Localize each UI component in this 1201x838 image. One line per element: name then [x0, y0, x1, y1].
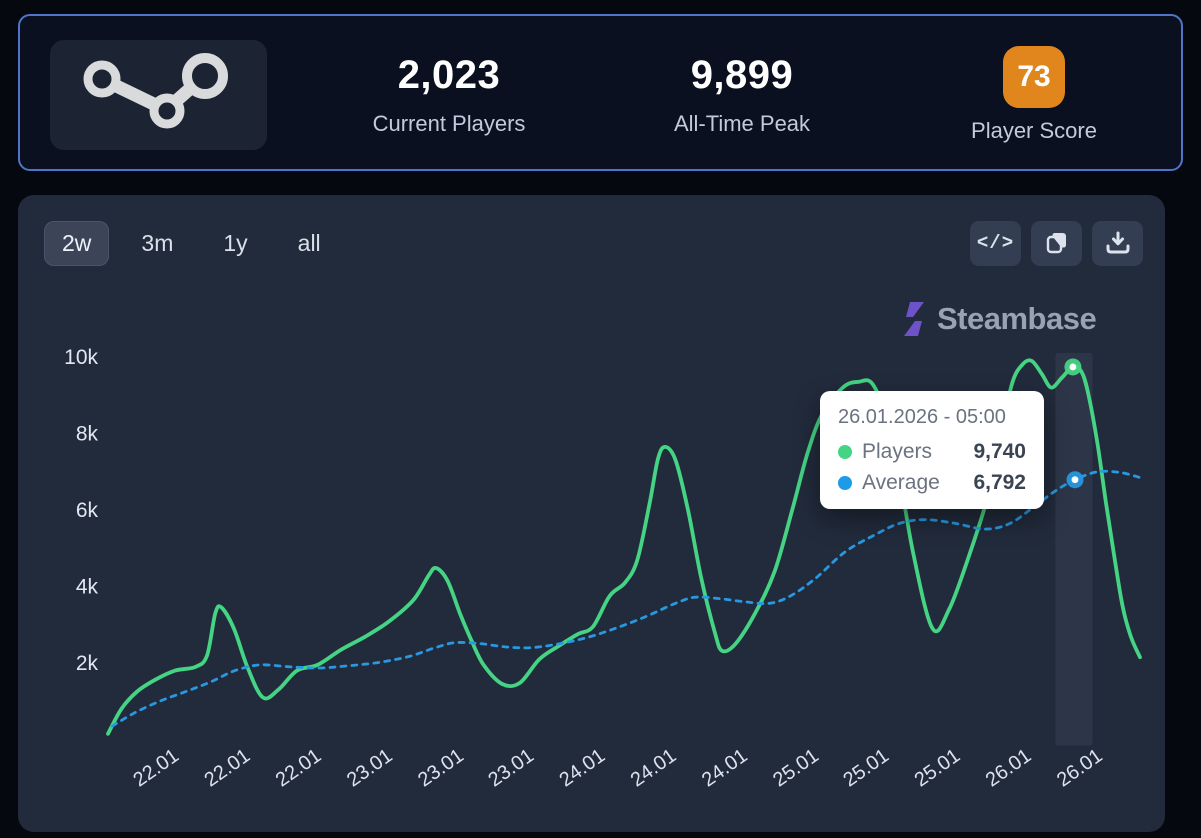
- current-players-label: Current Players: [372, 110, 526, 136]
- code-icon: </>: [976, 232, 1015, 254]
- x-axis-tick: 25.01: [911, 745, 965, 792]
- all-time-peak-label: All-Time Peak: [673, 110, 811, 136]
- range-button-3m[interactable]: 3m: [123, 221, 191, 266]
- stats-card: 2,023 Current Players 9,899 All-Time Pea…: [18, 14, 1183, 171]
- average-dot-icon: [838, 476, 852, 490]
- tooltip-average-label: Average: [862, 471, 940, 494]
- range-button-1y[interactable]: 1y: [205, 221, 265, 266]
- x-axis-tick: 23.01: [414, 745, 468, 792]
- steambase-icon: [904, 302, 924, 336]
- x-axis-tick: 26.01: [1053, 745, 1107, 792]
- y-axis-tick: 4k: [76, 576, 99, 599]
- hover-highlight-band: [1055, 353, 1093, 746]
- steambase-logo[interactable]: Steambase: [900, 301, 1097, 337]
- steam-logo-tile[interactable]: [50, 40, 267, 150]
- y-axis-tick: 2k: [76, 652, 99, 675]
- stat-current-players: 2,023 Current Players: [329, 16, 569, 173]
- download-button[interactable]: [1092, 220, 1143, 266]
- x-axis-tick: 22.01: [201, 745, 255, 792]
- time-range-selector: 2w 3m 1y all: [44, 220, 339, 266]
- tooltip-row-players: Players 9,740: [838, 440, 1026, 464]
- chart-tooltip: 26.01.2026 - 05:00 Players 9,740 Average…: [820, 391, 1044, 509]
- tooltip-players-value: 9,740: [973, 440, 1026, 463]
- tooltip-date: 26.01.2026 - 05:00: [838, 406, 1006, 428]
- stat-all-time-peak: 9,899 All-Time Peak: [622, 16, 862, 173]
- steam-icon: [83, 53, 228, 129]
- all-time-peak-value: 9,899: [690, 52, 794, 97]
- stat-player-score: 73 Player Score: [934, 16, 1134, 173]
- x-axis-tick: 24.01: [698, 745, 752, 792]
- player-score-badge: 73: [1003, 45, 1065, 108]
- range-button-2w[interactable]: 2w: [44, 220, 110, 266]
- tooltip-average-value: 6,792: [973, 471, 1026, 494]
- x-axis-tick: 24.01: [556, 745, 610, 792]
- x-axis-tick: 22.01: [272, 745, 326, 792]
- series-line-average: [110, 469, 1142, 728]
- chart-tools: </>: [970, 220, 1143, 266]
- range-button-all[interactable]: all: [280, 221, 339, 266]
- player-chart[interactable]: 10k 8k 6k 4k 2k 22.01 22.01 22.01 23.01 23.01 23.0…: [18, 195, 1165, 832]
- x-axis-tick: 25.01: [769, 745, 823, 792]
- tooltip-row-average: Average 6,792: [838, 471, 1026, 495]
- x-axis-tick: 25.01: [839, 745, 893, 792]
- series-line-players: [106, 358, 1142, 736]
- y-axis-tick: 6k: [76, 499, 99, 522]
- marker-center-players: [1069, 363, 1077, 371]
- x-axis-tick: 23.01: [343, 745, 397, 792]
- copy-button[interactable]: [1031, 220, 1082, 266]
- current-players-value: 2,023: [397, 52, 501, 97]
- y-axis-tick: 8k: [76, 423, 99, 446]
- marker-center-average: [1071, 476, 1079, 484]
- x-axis-tick: 24.01: [627, 745, 681, 792]
- chart-panel: 2w 3m 1y all </>: [18, 195, 1165, 832]
- player-score-label: Player Score: [971, 117, 1097, 143]
- embed-code-button[interactable]: </>: [970, 220, 1021, 266]
- players-dot-icon: [838, 445, 852, 459]
- y-axis-tick: 10k: [64, 346, 98, 369]
- download-icon: [1106, 231, 1129, 254]
- x-axis-tick: 23.01: [484, 745, 538, 792]
- x-axis-tick: 22.01: [129, 745, 183, 792]
- tooltip-players-label: Players: [862, 440, 933, 463]
- copy-icon: [1046, 233, 1066, 254]
- x-axis-tick: 26.01: [982, 745, 1036, 792]
- steambase-wordmark: Steambase: [937, 301, 1097, 336]
- chart-toolbar: 2w 3m 1y all </>: [44, 220, 1143, 266]
